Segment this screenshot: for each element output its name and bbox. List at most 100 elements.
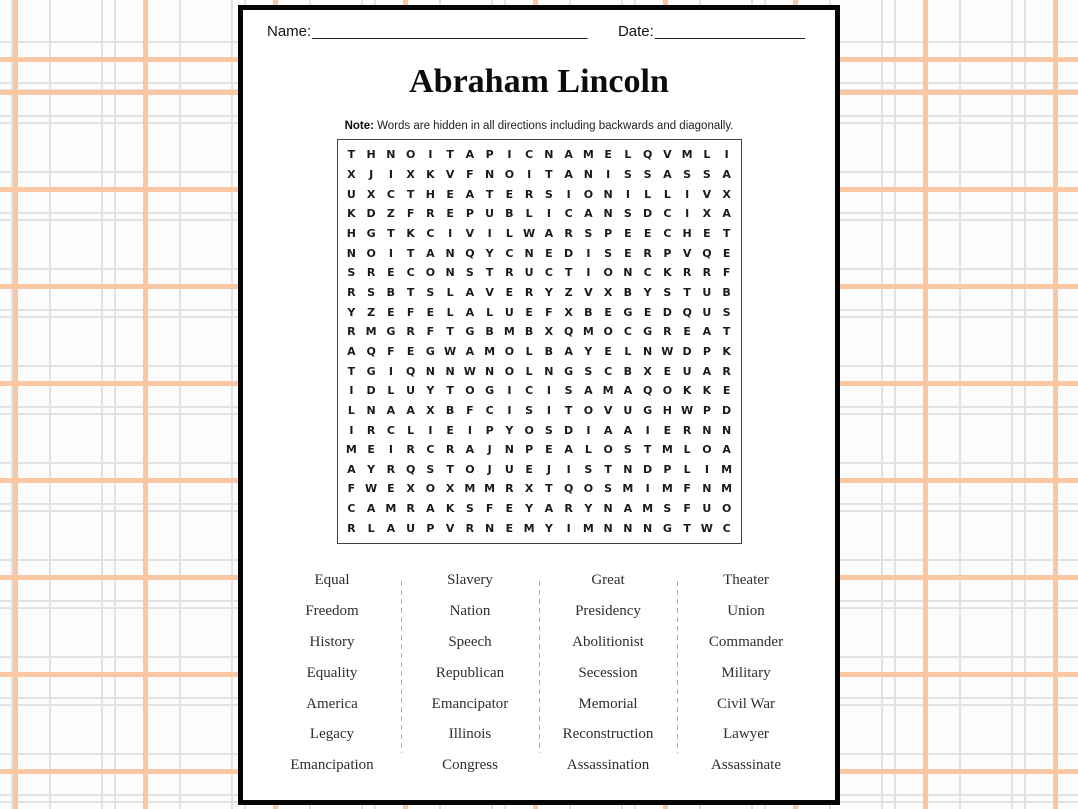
grid-cell: E [387,305,395,319]
grid-cell: N [603,502,613,516]
word-item: Emancipator [431,695,509,712]
grid-cell: L [367,521,375,535]
grid-cell: M [385,502,397,516]
grid-cell: G [643,325,653,339]
grid-cell: B [485,325,494,339]
grid-cell: G [623,305,633,319]
grid-cell: F [683,502,691,516]
grid-cell: B [544,344,554,358]
grid-cell: B [505,207,514,221]
word-item: Commander [708,633,784,650]
grid-cell: E [604,344,612,358]
grid-cell: I [586,266,591,280]
grid-cell: L [387,384,395,398]
grid-cell: R [347,325,356,339]
grid-cell: O [405,148,416,162]
grid-cell: J [369,168,374,182]
grid-cell: I [685,207,690,221]
grid-cell: C [643,266,652,280]
word-list: Equal Freedom History Equality America Legacy… [263,565,815,781]
grid-cell: K [445,502,455,516]
grid-cell: T [545,168,553,182]
grid-cell: K [722,344,731,358]
grid-cell: E [446,423,454,437]
grid-cell: N [346,246,356,260]
grid-cell: C [544,266,553,280]
grid-cell: I [349,384,354,398]
grid-cell: U [504,462,514,476]
grid-cell: K [406,227,415,240]
grid-cell: D [564,246,574,260]
grid-cell: P [525,443,534,457]
grid-cell: I [349,423,354,437]
grid-cell: T [545,482,553,496]
grid-cell: Y [347,305,356,319]
grid-cell: W [523,227,536,240]
grid-cell: U [524,266,534,280]
grid-cell: A [465,148,475,162]
grid-cell: I [546,207,551,221]
word-list-column-4: Theater Union Commander Military Civil War La… [677,565,815,781]
grid-cell: I [467,423,472,437]
grid-cell: N [603,187,613,201]
grid-cell: Q [366,344,376,358]
grid-cell: T [347,148,356,162]
grid-cell: E [624,227,632,240]
grid-cell: T [485,266,494,280]
grid-cell: I [704,462,709,476]
grid-cell: R [524,285,534,299]
grid-cell: S [584,227,593,240]
grid-cell: G [366,227,376,240]
grid-cell: V [445,521,455,535]
grid-cell: A [584,384,593,398]
grid-cell: V [485,285,494,299]
grid-cell: I [388,168,393,182]
page-title: Abraham Lincoln [409,63,669,100]
grid-cell: G [465,325,475,339]
grid-cell: R [406,502,415,516]
grid-cell: H [682,227,692,240]
grid-cell: C [406,266,415,280]
grid-cell: R [406,443,415,457]
grid-cell: F [485,502,494,516]
grid-cell: N [603,521,613,535]
grid-cell: Y [525,502,534,516]
grid-cell: C [386,423,395,437]
grid-cell: R [347,285,356,299]
grid-cell: M [721,482,733,496]
grid-cell: O [721,502,732,516]
grid-cell: Y [584,344,593,358]
grid-cell: M [345,443,357,457]
grid-cell: I [724,148,729,162]
grid-cell: I [388,246,393,260]
grid-cell: A [722,443,731,457]
grid-cell: R [564,502,573,516]
grid-cell: M [642,502,654,516]
grid-cell: C [386,187,395,201]
word-item: Assassinate [711,757,781,774]
grid-cell: E [545,246,553,260]
grid-cell: S [347,266,356,280]
grid-cell: N [702,423,712,437]
grid-cell: L [683,462,691,476]
grid-cell: D [722,403,732,417]
grid-cell: S [604,482,613,496]
grid-cell: X [643,364,652,378]
grid-cell: O [583,403,594,417]
grid-cell: C [663,207,672,221]
grid-cell: C [604,364,613,378]
grid-cell: R [505,266,514,280]
grid-cell: K [682,384,692,398]
word-item: Freedom [305,602,359,619]
grid-cell: T [683,285,691,299]
grid-cell: X [564,305,573,319]
grid-cell: T [446,325,454,339]
grid-cell: W [463,364,476,378]
grid-cell: W [700,521,713,535]
grid-cell: L [624,148,632,162]
grid-cell: A [564,148,573,162]
grid-cell: U [702,285,712,299]
grid-cell: C [663,227,672,240]
grid-cell: R [663,325,672,339]
grid-cell: X [445,482,455,496]
